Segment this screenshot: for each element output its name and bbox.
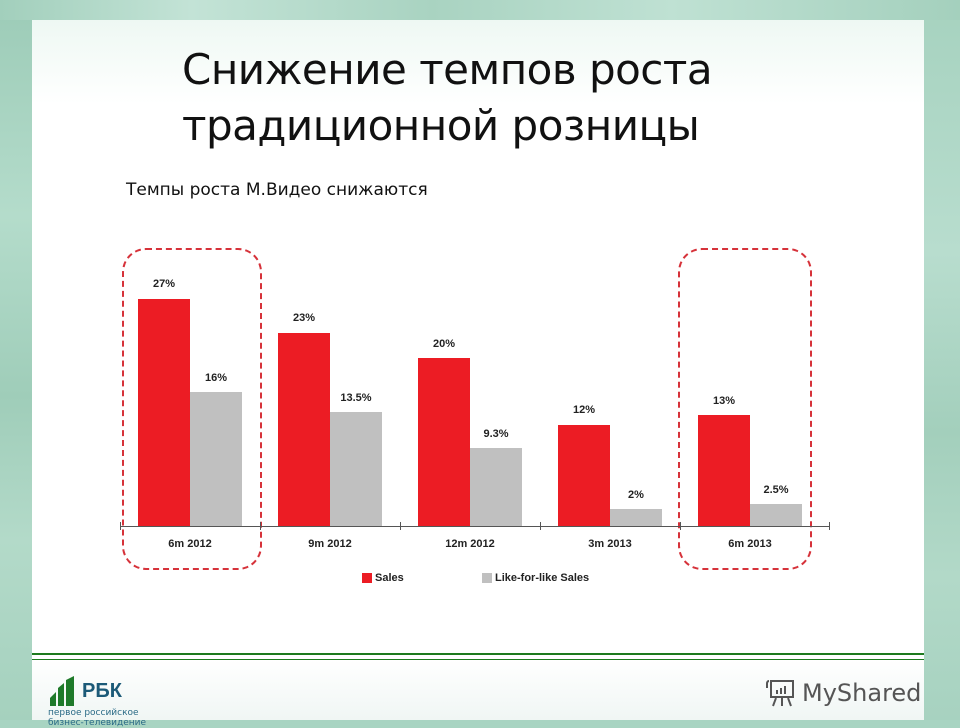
lfl-bar-3m-2013 [610,509,662,526]
rbk-tagline: первое российское бизнес-телевидение [48,708,146,728]
x-axis [120,526,830,527]
slide-title: Снижение темпов роста традиционной розни… [182,42,802,154]
category-label: 6m 2012 [168,538,212,550]
sales-value-label: 27% [152,278,176,290]
sales-bar-9m-2012 [278,333,330,526]
myshared-watermark: MyShared [766,678,921,708]
x-axis-tick [400,522,401,530]
sales-swatch-icon [362,573,372,583]
legend-label-sales: Sales [375,572,404,584]
lfl-bar-6m-2013 [750,504,802,526]
sales-value-label: 13% [712,395,736,407]
lfl-bar-12m-2012 [470,448,522,526]
lfl-value-label: 13.5% [340,392,372,404]
presentation-board-icon [766,680,794,707]
watermark-text: MyShared [802,679,922,707]
lfl-bar-6m-2012 [190,392,242,526]
footer-divider [32,653,924,660]
frame-top [0,0,960,20]
lfl-bar-9m-2012 [330,412,382,526]
category-label: 12m 2012 [445,538,495,550]
rbk-tagline-1: первое российское [48,708,139,718]
legend-item-sales: Sales [362,572,404,584]
sales-bar-6m-2012 [138,299,190,526]
sales-value-label: 23% [292,312,316,324]
highlight-6m-2012 [122,248,262,570]
footer-background [32,660,924,720]
slide-top-fade [32,20,924,160]
sales-bar-3m-2013 [558,425,610,526]
x-axis-tick [120,522,121,530]
highlight-6m-2013 [678,248,812,570]
sales-value-label: 12% [572,404,596,416]
sales-bar-6m-2013 [698,415,750,526]
legend-item-lfl: Like-for-like Sales [482,572,589,584]
sales-bar-12m-2012 [418,358,470,526]
x-axis-tick [540,522,541,530]
category-label: 6m 2013 [728,538,772,550]
lfl-value-label: 2% [628,489,644,501]
title-line-2: традиционной розницы [182,101,700,150]
sales-value-label: 20% [432,338,456,350]
category-label: 3m 2013 [588,538,632,550]
lfl-value-label: 9.3% [483,428,509,440]
lfl-value-label: 2.5% [763,484,789,496]
x-axis-tick [680,522,681,530]
x-axis-tick [260,522,261,530]
lfl-value-label: 16% [204,372,228,384]
rbk-brand: РБК [82,680,122,702]
frame-right [924,0,960,720]
legend-label-lfl: Like-for-like Sales [495,572,590,584]
x-axis-tick [829,522,830,530]
category-label: 9m 2012 [308,538,352,550]
chart-subtitle: Темпы роста М.Видео снижаются [126,180,428,200]
bar-chart: 27% 16% 23% 13.5% 20% 9.3% 12% 2% 13% 2.… [32,20,924,720]
title-line-1: Снижение темпов роста [182,45,713,94]
lfl-swatch-icon [482,573,492,583]
rbk-logo-icon [50,676,74,706]
frame-left [0,0,32,720]
slide: Снижение темпов роста традиционной розни… [32,20,924,728]
